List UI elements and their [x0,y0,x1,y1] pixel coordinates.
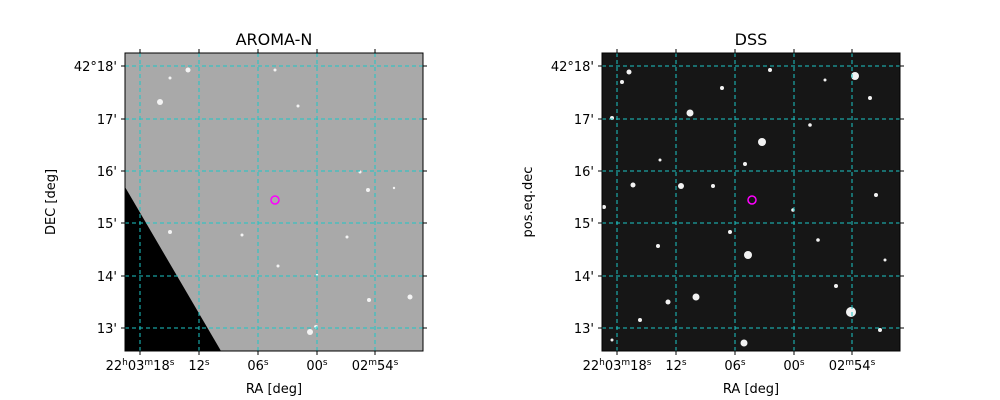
y-tick-label: 17' [97,113,117,128]
y-tick-label: 15' [97,217,117,232]
sources [157,67,413,335]
x-tick-label: 06s [247,358,269,374]
x-tick-label: 00s [306,358,328,374]
source [851,72,859,80]
source [874,193,878,197]
source [711,184,715,188]
x-tick-label: 06s [724,358,746,374]
source [620,80,624,84]
y-axis-label: pos.eq.dec [521,167,536,238]
source [276,264,280,268]
axes-frame [601,52,901,352]
source [665,299,671,305]
source [157,99,163,105]
aroma-image [125,53,423,351]
source [610,338,614,342]
source [758,138,766,146]
x-tick-label: 22h03m18s [583,358,652,374]
source [692,293,700,301]
x-axis-label: RA [deg] [246,382,302,397]
image-background [602,53,900,351]
source [808,123,812,127]
source [630,182,636,188]
sources [602,68,887,347]
x-tick-label: 12s [188,358,210,374]
source [656,244,660,248]
x-tick-label: 02m54s [352,358,399,374]
x-tick-label: 00s [783,358,805,374]
source [823,78,827,82]
y-tick-label: 13' [574,322,594,337]
source [602,205,606,209]
x-tick-label: 22h03m18s [106,358,175,374]
source [392,186,396,190]
y-tick-label: 16' [574,165,594,180]
source [658,158,662,162]
no-data-region [125,187,221,351]
y-tick-label: 16' [97,165,117,180]
source [407,294,413,300]
dss-image [602,53,900,351]
source [720,86,724,90]
source [273,68,277,72]
source [878,328,882,332]
source [240,233,244,237]
source [740,339,748,347]
source [834,284,838,288]
source [168,76,172,80]
source [678,183,684,189]
panel-title: AROMA-N [236,30,313,49]
target-marker [270,195,280,205]
source [345,235,349,239]
y-axis-label: DEC [deg] [44,169,59,235]
source [168,230,172,234]
source [366,188,370,192]
source [185,67,191,73]
source [626,69,632,75]
x-axis-label: RA [deg] [723,382,779,397]
source [883,258,887,262]
y-tick-label: 17' [574,113,594,128]
y-tick-label: 13' [97,322,117,337]
y-tick-label: 42°18' [74,60,117,75]
x-tick-label: 02m54s [829,358,876,374]
source [816,238,820,242]
source [768,68,772,72]
x-tick-label: 12s [665,358,687,374]
axes-frame [124,52,424,352]
source [686,109,694,117]
source [744,251,752,259]
source [307,329,313,335]
source [728,230,732,234]
source [846,307,856,317]
source [743,162,747,166]
y-tick-label: 14' [97,270,117,285]
source [296,104,300,108]
source [868,96,872,100]
panel-title: DSS [735,30,768,49]
y-tick-label: 15' [574,217,594,232]
y-tick-label: 14' [574,270,594,285]
target-marker [747,195,757,205]
source [638,318,642,322]
y-tick-label: 42°18' [551,60,594,75]
source [367,298,371,302]
